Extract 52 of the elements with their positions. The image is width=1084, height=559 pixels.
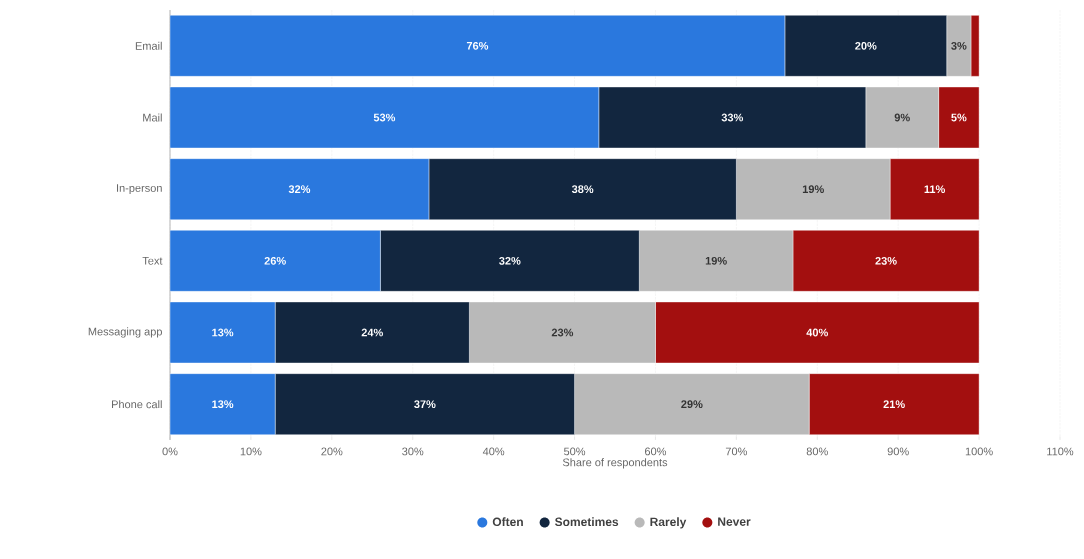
data-label: 3%: [951, 41, 967, 50]
y-tick-label: Phone call: [112, 400, 162, 409]
data-label: 23%: [551, 328, 574, 337]
bar: [170, 301, 276, 364]
x-tick-label: 40%: [482, 447, 505, 456]
x-tick-label: 50%: [563, 447, 586, 456]
data-label: 53%: [373, 113, 396, 122]
data-label: 19%: [802, 185, 824, 194]
data-label: 32%: [288, 185, 311, 194]
y-tick-label: Messaging app: [88, 327, 162, 338]
legend-label: Rarely: [650, 517, 687, 529]
x-tick-label: 20%: [321, 447, 343, 456]
data-label: 33%: [721, 113, 744, 122]
data-label: 13%: [212, 328, 234, 337]
bar: [170, 373, 276, 435]
bar: [170, 86, 600, 149]
data-label: 38%: [571, 185, 594, 194]
data-label: 5%: [951, 113, 967, 122]
y-tick-label: Text: [142, 257, 163, 265]
legend-label: Sometimes: [554, 517, 619, 527]
y-tick-label: Mail: [143, 113, 162, 122]
x-tick-label: 110%: [1047, 447, 1074, 456]
x-tick-label: 100%: [965, 447, 993, 456]
bar: [170, 158, 430, 220]
x-tick-label: 10%: [240, 447, 262, 456]
data-label: 23%: [875, 256, 897, 265]
data-label: 40%: [806, 328, 828, 337]
bar: [170, 230, 381, 292]
data-label: 11%: [924, 185, 945, 194]
x-tick-label: 90%: [887, 447, 909, 456]
x-axis-title: Share of respondents: [562, 458, 668, 469]
x-tick-label: 0%: [162, 447, 178, 456]
x-tick-label: 30%: [402, 447, 424, 456]
data-label: 20%: [855, 41, 877, 50]
data-label: 32%: [499, 256, 521, 265]
data-label: 21%: [883, 400, 905, 409]
bar: [170, 15, 786, 77]
data-label: 9%: [894, 113, 910, 122]
data-label: 26%: [264, 256, 286, 265]
data-label: 13%: [212, 400, 234, 409]
data-label: 24%: [361, 328, 383, 337]
x-tick-label: 70%: [725, 447, 747, 456]
y-tick-label: Email: [135, 41, 162, 50]
data-label: 29%: [681, 400, 703, 409]
data-label: 76%: [466, 41, 489, 50]
x-tick-label: 80%: [806, 447, 828, 456]
data-label: 37%: [414, 400, 436, 409]
y-tick-label: In-person: [117, 184, 162, 195]
legend-label: Often: [492, 517, 523, 527]
data-label: 19%: [705, 256, 727, 265]
legend-label: Never: [718, 517, 751, 526]
x-tick-label: 60%: [645, 447, 667, 456]
